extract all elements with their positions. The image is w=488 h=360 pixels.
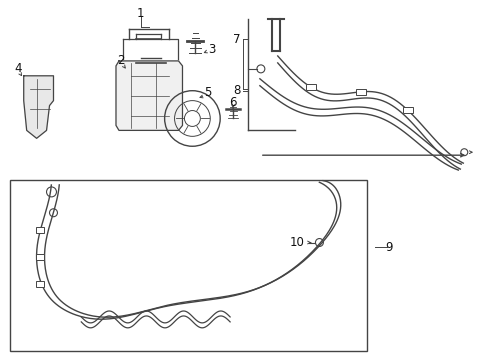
Bar — [36, 255, 43, 260]
Text: 5: 5 — [204, 86, 211, 99]
Text: 3: 3 — [208, 42, 216, 55]
Text: 1: 1 — [137, 7, 144, 20]
Bar — [36, 281, 43, 287]
Bar — [305, 84, 315, 90]
Text: 10: 10 — [289, 236, 305, 249]
Text: 9: 9 — [385, 241, 392, 254]
Text: 2: 2 — [117, 54, 124, 67]
Bar — [402, 107, 412, 113]
Polygon shape — [116, 61, 182, 130]
Bar — [356, 89, 366, 95]
Polygon shape — [24, 76, 53, 138]
Bar — [10, 180, 366, 351]
Text: 8: 8 — [233, 84, 240, 97]
Text: 7: 7 — [233, 33, 240, 46]
Text: 4: 4 — [14, 62, 21, 75]
Bar — [36, 227, 43, 233]
Text: 6: 6 — [229, 96, 236, 109]
